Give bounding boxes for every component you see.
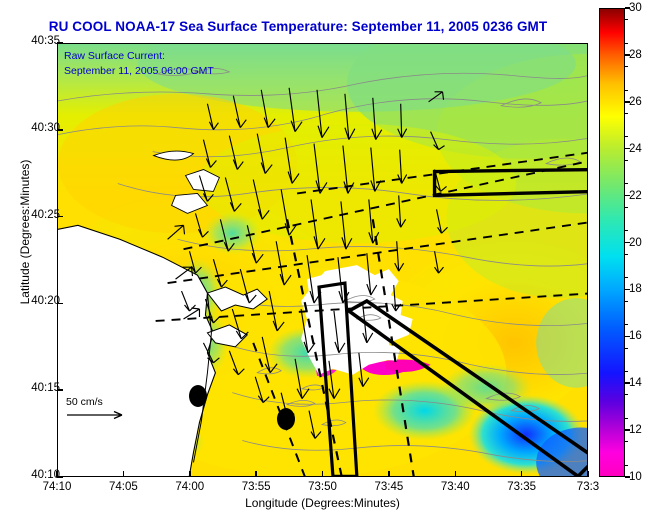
station-marker: [189, 385, 207, 407]
y-axis-tick-mark: [57, 476, 63, 478]
colorbar-tick: 26: [629, 95, 642, 108]
x-axis-tick-mark: [122, 471, 125, 477]
colorbar-minor-tick: [625, 206, 628, 208]
colorbar-minor-tick: [625, 183, 628, 185]
colorbar-tick-mark: [625, 476, 630, 478]
temperature-colorbar: [599, 8, 625, 477]
x-axis-tick: 74:05: [108, 481, 138, 493]
colorbar-minor-tick: [625, 394, 628, 396]
y-axis-tick-mark: [57, 42, 63, 44]
x-axis-tick: 73:40: [440, 481, 470, 493]
colorbar-minor-tick: [625, 441, 628, 443]
colorbar-minor-tick: [625, 230, 628, 232]
colorbar-minor-tick: [625, 300, 628, 302]
surface-current-annotation: Raw Surface Current: September 11, 2005 …: [64, 49, 214, 79]
colorbar-tick: 24: [629, 142, 642, 155]
page-title: RU COOL NOAA-17 Sea Surface Temperature:…: [48, 19, 548, 34]
colorbar-tick-mark: [625, 147, 630, 150]
x-axis-tick-mark: [255, 471, 257, 477]
y-axis-tick: 40:35: [31, 35, 60, 47]
x-axis-tick-mark: [189, 471, 191, 477]
colorbar-tick-mark: [625, 101, 630, 103]
x-axis-tick-mark: [321, 471, 324, 477]
x-axis-tick-mark: [520, 471, 523, 477]
colorbar-tick: 18: [629, 283, 642, 296]
shipping-lanes-and-transects: [155, 151, 587, 476]
y-axis-tick-mark: [57, 389, 63, 391]
y-axis-tick: 40:25: [31, 208, 60, 221]
scale-bar-label: 50 cm/s: [66, 396, 103, 408]
colorbar-tick: 28: [629, 48, 642, 61]
colorbar-tick-mark: [625, 54, 630, 56]
colorbar-minor-tick: [625, 42, 628, 44]
colorbar-minor-tick: [625, 89, 628, 91]
annotation-line-1: Raw Surface Current:: [64, 50, 165, 62]
colorbar-tick-mark: [625, 7, 630, 9]
colorbar-tick: 20: [629, 236, 642, 249]
y-axis-label: Latitude (Degrees:Minutes): [18, 159, 32, 305]
colorbar-minor-tick: [625, 66, 628, 68]
x-axis-tick: 74:00: [175, 481, 205, 493]
surface-current-vectors: [167, 87, 448, 439]
x-axis-tick: 73:3: [576, 481, 600, 493]
colorbar-tick: 10: [629, 471, 642, 483]
colorbar-tick-mark: [625, 429, 630, 431]
colorbar-tick-mark: [625, 194, 630, 197]
y-axis-tick-mark: [57, 129, 63, 131]
colorbar-minor-tick: [625, 347, 628, 349]
colorbar-tick-mark: [625, 335, 630, 338]
x-axis-tick: 73:35: [507, 481, 537, 493]
velocity-scale-bar: 50 cm/s: [66, 396, 128, 420]
colorbar-minor-tick: [625, 19, 628, 21]
x-axis-tick: 74:10: [42, 481, 72, 493]
colorbar-minor-tick: [625, 113, 628, 115]
colorbar-minor-tick: [625, 324, 628, 326]
colorbar-tick-mark: [625, 241, 630, 244]
colorbar-tick: 14: [629, 377, 642, 390]
colorbar-tick: 12: [629, 424, 642, 437]
x-axis-tick: 73:55: [241, 481, 271, 493]
scale-bar-arrow-icon: [67, 410, 123, 420]
colorbar-minor-tick: [625, 136, 628, 138]
colorbar-minor-tick: [625, 464, 628, 466]
y-axis-tick: 40:30: [31, 121, 60, 134]
colorbar-minor-tick: [625, 277, 628, 279]
colorbar-tick: 16: [629, 330, 642, 343]
annotation-line-2: September 11, 2005 06:00 GMT: [64, 65, 214, 77]
coastline: [58, 150, 268, 476]
colorbar-tick: 22: [629, 189, 642, 202]
colorbar-minor-tick: [625, 417, 628, 419]
y-axis-tick-mark: [57, 302, 63, 305]
x-axis-tick-mark: [454, 471, 456, 477]
y-axis-tick: 40:20: [31, 295, 60, 308]
bathymetry-contours: [58, 68, 587, 462]
station-marker: [277, 408, 295, 430]
colorbar-minor-tick: [625, 159, 628, 161]
x-axis-tick-mark: [587, 471, 589, 477]
x-axis-label: Longitude (Degrees:Minutes): [245, 496, 400, 510]
y-axis-tick: 40:15: [31, 382, 60, 395]
y-axis-tick: 40:10: [31, 469, 60, 481]
colorbar-tick-mark: [625, 382, 630, 384]
x-axis-tick-mark: [56, 471, 58, 477]
sst-map-plot: Raw Surface Current: September 11, 2005 …: [57, 43, 588, 477]
colorbar-minor-tick: [625, 253, 628, 255]
x-axis-tick-mark: [388, 471, 390, 477]
colorbar-tick: 30: [629, 2, 642, 14]
y-axis-tick-mark: [57, 215, 63, 218]
x-axis-tick: 73:45: [374, 481, 404, 493]
x-axis-tick: 73:50: [308, 481, 337, 493]
colorbar-minor-tick: [625, 370, 628, 372]
colorbar-tick-mark: [625, 288, 630, 291]
